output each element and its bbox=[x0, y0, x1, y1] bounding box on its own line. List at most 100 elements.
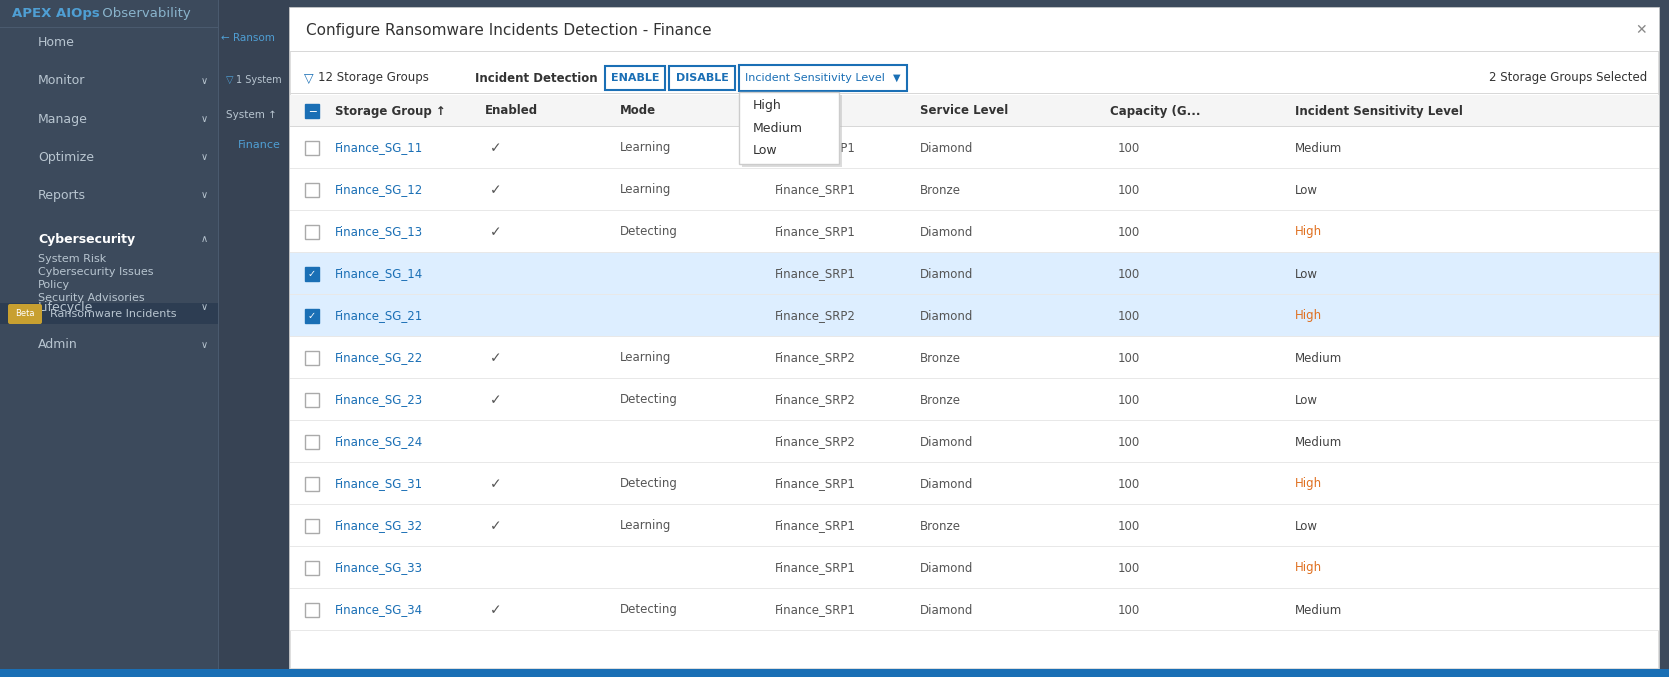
Text: Optimize: Optimize bbox=[38, 150, 93, 164]
Text: ✕: ✕ bbox=[1636, 23, 1647, 37]
Text: Observability: Observability bbox=[98, 7, 190, 20]
Text: ∨: ∨ bbox=[200, 340, 207, 350]
Bar bbox=[305, 141, 319, 155]
Text: Finance_SG_22: Finance_SG_22 bbox=[335, 351, 424, 364]
Bar bbox=[290, 378, 1659, 379]
Bar bbox=[290, 126, 1659, 127]
Text: 100: 100 bbox=[1118, 141, 1140, 154]
Text: Medium: Medium bbox=[1295, 603, 1342, 617]
Text: Finance_SG_33: Finance_SG_33 bbox=[335, 561, 422, 575]
Text: 100: 100 bbox=[1118, 225, 1140, 238]
Text: Finance_SG_34: Finance_SG_34 bbox=[335, 603, 424, 617]
Text: Finance_SG_13: Finance_SG_13 bbox=[335, 225, 424, 238]
Bar bbox=[290, 462, 1659, 463]
Text: 2 Storage Groups Selected: 2 Storage Groups Selected bbox=[1489, 72, 1647, 85]
Text: DISABLE: DISABLE bbox=[676, 73, 728, 83]
Text: ▼: ▼ bbox=[893, 73, 901, 83]
Text: High: High bbox=[1295, 225, 1322, 238]
Bar bbox=[290, 95, 1659, 127]
Text: ← Ransom: ← Ransom bbox=[220, 33, 275, 43]
Text: ✓: ✓ bbox=[309, 311, 315, 321]
Text: Finance_SG_21: Finance_SG_21 bbox=[335, 309, 424, 322]
Text: Finance_SRP1: Finance_SRP1 bbox=[774, 519, 856, 533]
Text: High: High bbox=[1295, 477, 1322, 491]
Text: ∨: ∨ bbox=[200, 302, 207, 312]
Text: Medium: Medium bbox=[1295, 351, 1342, 364]
Bar bbox=[290, 420, 1659, 421]
Bar bbox=[290, 546, 1659, 547]
Bar bbox=[290, 421, 1659, 463]
Text: ✓: ✓ bbox=[491, 351, 502, 365]
Text: Detecting: Detecting bbox=[619, 225, 678, 238]
Bar bbox=[290, 294, 1659, 295]
Bar bbox=[290, 630, 1659, 631]
Bar bbox=[290, 211, 1659, 253]
Text: Diamond: Diamond bbox=[920, 477, 973, 491]
Bar bbox=[290, 253, 1659, 295]
FancyBboxPatch shape bbox=[604, 66, 664, 90]
Text: Capacity (G...: Capacity (G... bbox=[1110, 104, 1200, 118]
Bar bbox=[290, 8, 1659, 52]
Text: Medium: Medium bbox=[1295, 435, 1342, 448]
Text: Diamond: Diamond bbox=[920, 309, 973, 322]
Text: Learning: Learning bbox=[619, 351, 671, 364]
Text: ✓: ✓ bbox=[491, 477, 502, 491]
Bar bbox=[739, 92, 840, 164]
Bar bbox=[290, 379, 1659, 421]
Text: System Risk: System Risk bbox=[38, 254, 107, 264]
Text: Bronze: Bronze bbox=[920, 519, 961, 533]
Bar bbox=[290, 295, 1659, 337]
Text: ENABLE: ENABLE bbox=[611, 73, 659, 83]
Text: 100: 100 bbox=[1118, 603, 1140, 617]
Text: Lifecycle: Lifecycle bbox=[38, 301, 93, 313]
Bar bbox=[290, 588, 1659, 589]
Text: Bronze: Bronze bbox=[920, 183, 961, 196]
Text: Incident Sensitivity Level: Incident Sensitivity Level bbox=[744, 73, 885, 83]
Text: Finance_SG_32: Finance_SG_32 bbox=[335, 519, 424, 533]
Bar bbox=[305, 104, 319, 118]
Text: Medium: Medium bbox=[753, 121, 803, 135]
Text: Configure Ransomware Incidents Detection - Finance: Configure Ransomware Incidents Detection… bbox=[305, 22, 711, 37]
Text: Finance_SRP1: Finance_SRP1 bbox=[774, 183, 856, 196]
Bar bbox=[219, 0, 290, 677]
Bar bbox=[290, 8, 1659, 12]
Text: Diamond: Diamond bbox=[920, 267, 973, 280]
Text: Monitor: Monitor bbox=[38, 74, 85, 87]
Bar bbox=[305, 183, 319, 197]
Text: 100: 100 bbox=[1118, 183, 1140, 196]
Bar bbox=[290, 168, 1659, 169]
Bar bbox=[0, 0, 219, 677]
Bar bbox=[290, 252, 1659, 253]
Bar bbox=[290, 127, 1659, 169]
Text: SRP: SRP bbox=[774, 104, 801, 118]
Text: Detecting: Detecting bbox=[619, 603, 678, 617]
Text: Diamond: Diamond bbox=[920, 141, 973, 154]
Text: Incident Sensitivity Level: Incident Sensitivity Level bbox=[1295, 104, 1462, 118]
Text: Diamond: Diamond bbox=[920, 435, 973, 448]
Text: High: High bbox=[753, 98, 781, 112]
Bar bbox=[305, 309, 319, 323]
Bar bbox=[0, 27, 219, 28]
Text: Bronze: Bronze bbox=[920, 393, 961, 406]
Text: Learning: Learning bbox=[619, 183, 671, 196]
Text: Learning: Learning bbox=[619, 519, 671, 533]
Text: Finance_SRP2: Finance_SRP2 bbox=[774, 435, 856, 448]
Text: Finance_SG_11: Finance_SG_11 bbox=[335, 141, 424, 154]
Text: ∨: ∨ bbox=[200, 152, 207, 162]
Bar bbox=[290, 336, 1659, 337]
Bar bbox=[290, 210, 1659, 211]
Text: Finance_SRP1: Finance_SRP1 bbox=[774, 603, 856, 617]
Text: Diamond: Diamond bbox=[920, 603, 973, 617]
Bar bbox=[305, 603, 319, 617]
Bar bbox=[305, 225, 319, 239]
Text: ∨: ∨ bbox=[200, 190, 207, 200]
Bar bbox=[290, 463, 1659, 505]
Bar bbox=[0, 669, 1669, 677]
Text: Finance_SG_14: Finance_SG_14 bbox=[335, 267, 424, 280]
Text: 100: 100 bbox=[1118, 309, 1140, 322]
Text: Finance_SG_23: Finance_SG_23 bbox=[335, 393, 424, 406]
Bar bbox=[290, 8, 1659, 669]
Text: Finance_SRP2: Finance_SRP2 bbox=[774, 309, 856, 322]
FancyBboxPatch shape bbox=[8, 304, 42, 324]
Text: Manage: Manage bbox=[38, 112, 88, 125]
